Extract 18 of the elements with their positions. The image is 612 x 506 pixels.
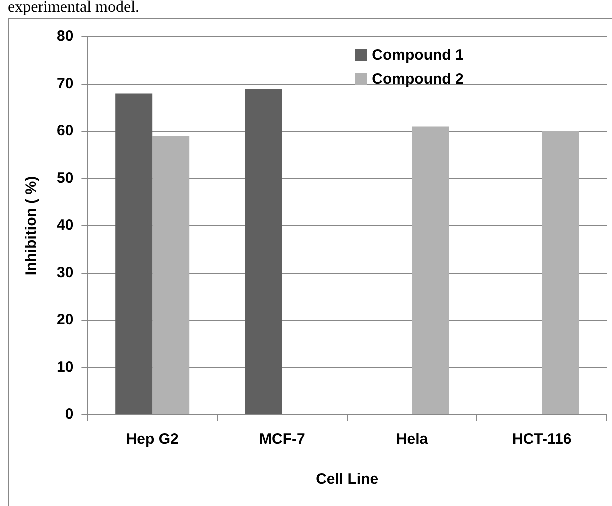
x-tick-label: MCF-7 (260, 431, 306, 448)
y-tick-label: 10 (56, 358, 74, 376)
text: experimental model. (8, 0, 140, 16)
x-tick-label: Hep G2 (126, 431, 179, 448)
y-tick-label: 40 (56, 217, 74, 234)
y-axis-title: Inhibition ( %) (23, 176, 40, 276)
legend-label: Compound 1 (372, 46, 464, 64)
legend-label: Compound 2 (372, 70, 464, 88)
y-tick-label: 80 (56, 28, 74, 46)
y-tick-label: 20 (56, 312, 74, 329)
x-tick-label: HCT-116 (512, 431, 572, 448)
y-tick-label: 50 (56, 170, 74, 187)
y-tick-label: 30 (56, 264, 74, 282)
y-tick-label: 0 (65, 406, 74, 424)
y-tick-label: 70 (56, 75, 74, 92)
x-tick-label: Hela (396, 431, 429, 448)
y-tick-label: 60 (56, 122, 74, 140)
x-axis-title: Cell Line (316, 471, 379, 488)
